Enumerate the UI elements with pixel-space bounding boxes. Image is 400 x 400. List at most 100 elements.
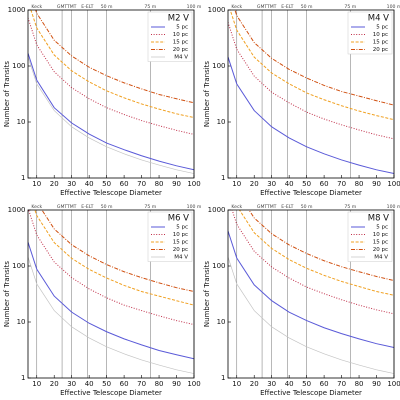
x-tick-label: 80 [155,380,164,388]
plot-frame [227,9,395,179]
x-tick-label: 80 [355,180,364,188]
x-tick-label: 50 [302,180,311,188]
legend-label: 15 pc [173,40,188,46]
legend-label: 15 pc [373,40,388,46]
plot-lines [28,210,194,374]
y-tick-label: 1000 [208,6,226,14]
y-axis-label: Number of Transits [203,261,211,328]
plot-lines [28,10,194,174]
y-tick-label: 1000 [208,206,226,214]
x-axis-label: Effective Telescope Diameter [60,389,162,397]
telescope-label: TMT [266,4,277,10]
telescope-label: GMT [57,204,68,210]
legend-label: 5 pc [176,225,188,231]
panel-title: M4 V [368,14,389,24]
y-tick-label: 10 [217,118,226,126]
y-tick-label: 100 [212,262,225,270]
series-line [234,10,394,106]
x-tick-label: 60 [120,380,129,388]
x-axis-label: Effective Telescope Diameter [260,389,362,397]
plot-frame [27,9,195,179]
x-tick-label: 100 [187,380,200,388]
x-tick-label: 70 [337,180,346,188]
legend-box [347,11,393,55]
telescope-label: Keck [31,204,42,210]
x-tick-label: 90 [372,380,381,388]
telescope-label: E-ELT [81,4,93,10]
x-tick-label: 20 [250,180,259,188]
y-tick-label: 100 [212,62,225,70]
legend-label: 5 pc [376,225,388,231]
x-tick-label: 100 [387,180,400,188]
x-tick-label: 70 [337,380,346,388]
x-tick-label: 90 [372,180,381,188]
y-tick-label: 1 [221,374,225,382]
legend-label: 15 pc [373,240,388,246]
telescope-label: 100 m [387,204,400,210]
legend-label: 5 pc [176,25,188,31]
telescope-label: 75 m [344,204,356,210]
telescope-label: Keck [231,4,242,10]
telescope-label: Keck [231,204,242,210]
plot-lines [228,210,394,374]
legend-label: 5 pc [376,25,388,31]
x-tick-label: 60 [320,180,329,188]
telescope-label: 50 m [101,204,113,210]
series-line [28,17,194,135]
series-line [231,210,394,315]
telescope-label: E-ELT [281,4,293,10]
legend-label: 20 pc [173,47,188,53]
y-tick-label: 1000 [8,206,26,214]
panel-title: M8 V [368,214,389,224]
legend-label: M4 V [174,55,188,61]
x-tick-label: 100 [187,180,200,188]
telescope-label: GMT [257,204,268,210]
y-tick-label: 1 [221,174,225,182]
x-tick-label: 80 [155,180,164,188]
x-tick-label: 90 [172,180,181,188]
series-line [28,53,194,171]
legend-label: M4 V [374,255,388,261]
panel: Keck GMT TMT E-ELT 50 m 75 m 100 m 1 10 100 1000 10… [3,204,202,397]
y-tick-label: 10 [217,318,226,326]
telescope-label: TMT [66,204,77,210]
y-tick-label: 1000 [8,6,26,14]
x-tick-label: 40 [85,180,94,188]
legend-box [347,211,393,262]
x-tick-label: 30 [267,180,276,188]
x-tick-label: 30 [67,380,76,388]
x-tick-label: 60 [120,180,129,188]
series-line [238,210,394,296]
series-line [34,210,194,306]
legend-label: 10 pc [373,32,388,38]
series-line [30,10,194,119]
series-line [228,230,394,349]
x-tick-label: 20 [250,380,259,388]
telescope-label: 75 m [344,4,356,10]
x-tick-label: 80 [355,380,364,388]
telescope-label: E-ELT [81,204,93,210]
telescope-label: 75 m [144,204,156,210]
legend-box [147,11,193,62]
plot-frame [227,209,395,379]
telescope-label: GMT [257,4,268,10]
legend-label: 15 pc [173,240,188,246]
x-tick-label: 40 [285,380,294,388]
panel: Keck GMT TMT E-ELT 50 m 75 m 100 m 1 10 100 1000 10… [203,4,400,197]
plot-lines [228,10,394,175]
series-line [35,10,194,104]
x-tick-label: 90 [172,380,181,388]
legend-label: M4 V [174,255,188,261]
series-line [28,56,194,174]
y-tick-label: 1 [21,374,25,382]
telescope-label: E-ELT [281,204,293,210]
y-tick-label: 100 [12,62,25,70]
x-tick-label: 70 [137,180,146,188]
x-tick-label: 70 [137,380,146,388]
series-line [28,256,194,374]
telescope-label: TMT [266,204,277,210]
y-axis-label: Number of Transits [3,261,11,328]
telescope-label: GMT [57,4,68,10]
x-tick-label: 50 [302,380,311,388]
